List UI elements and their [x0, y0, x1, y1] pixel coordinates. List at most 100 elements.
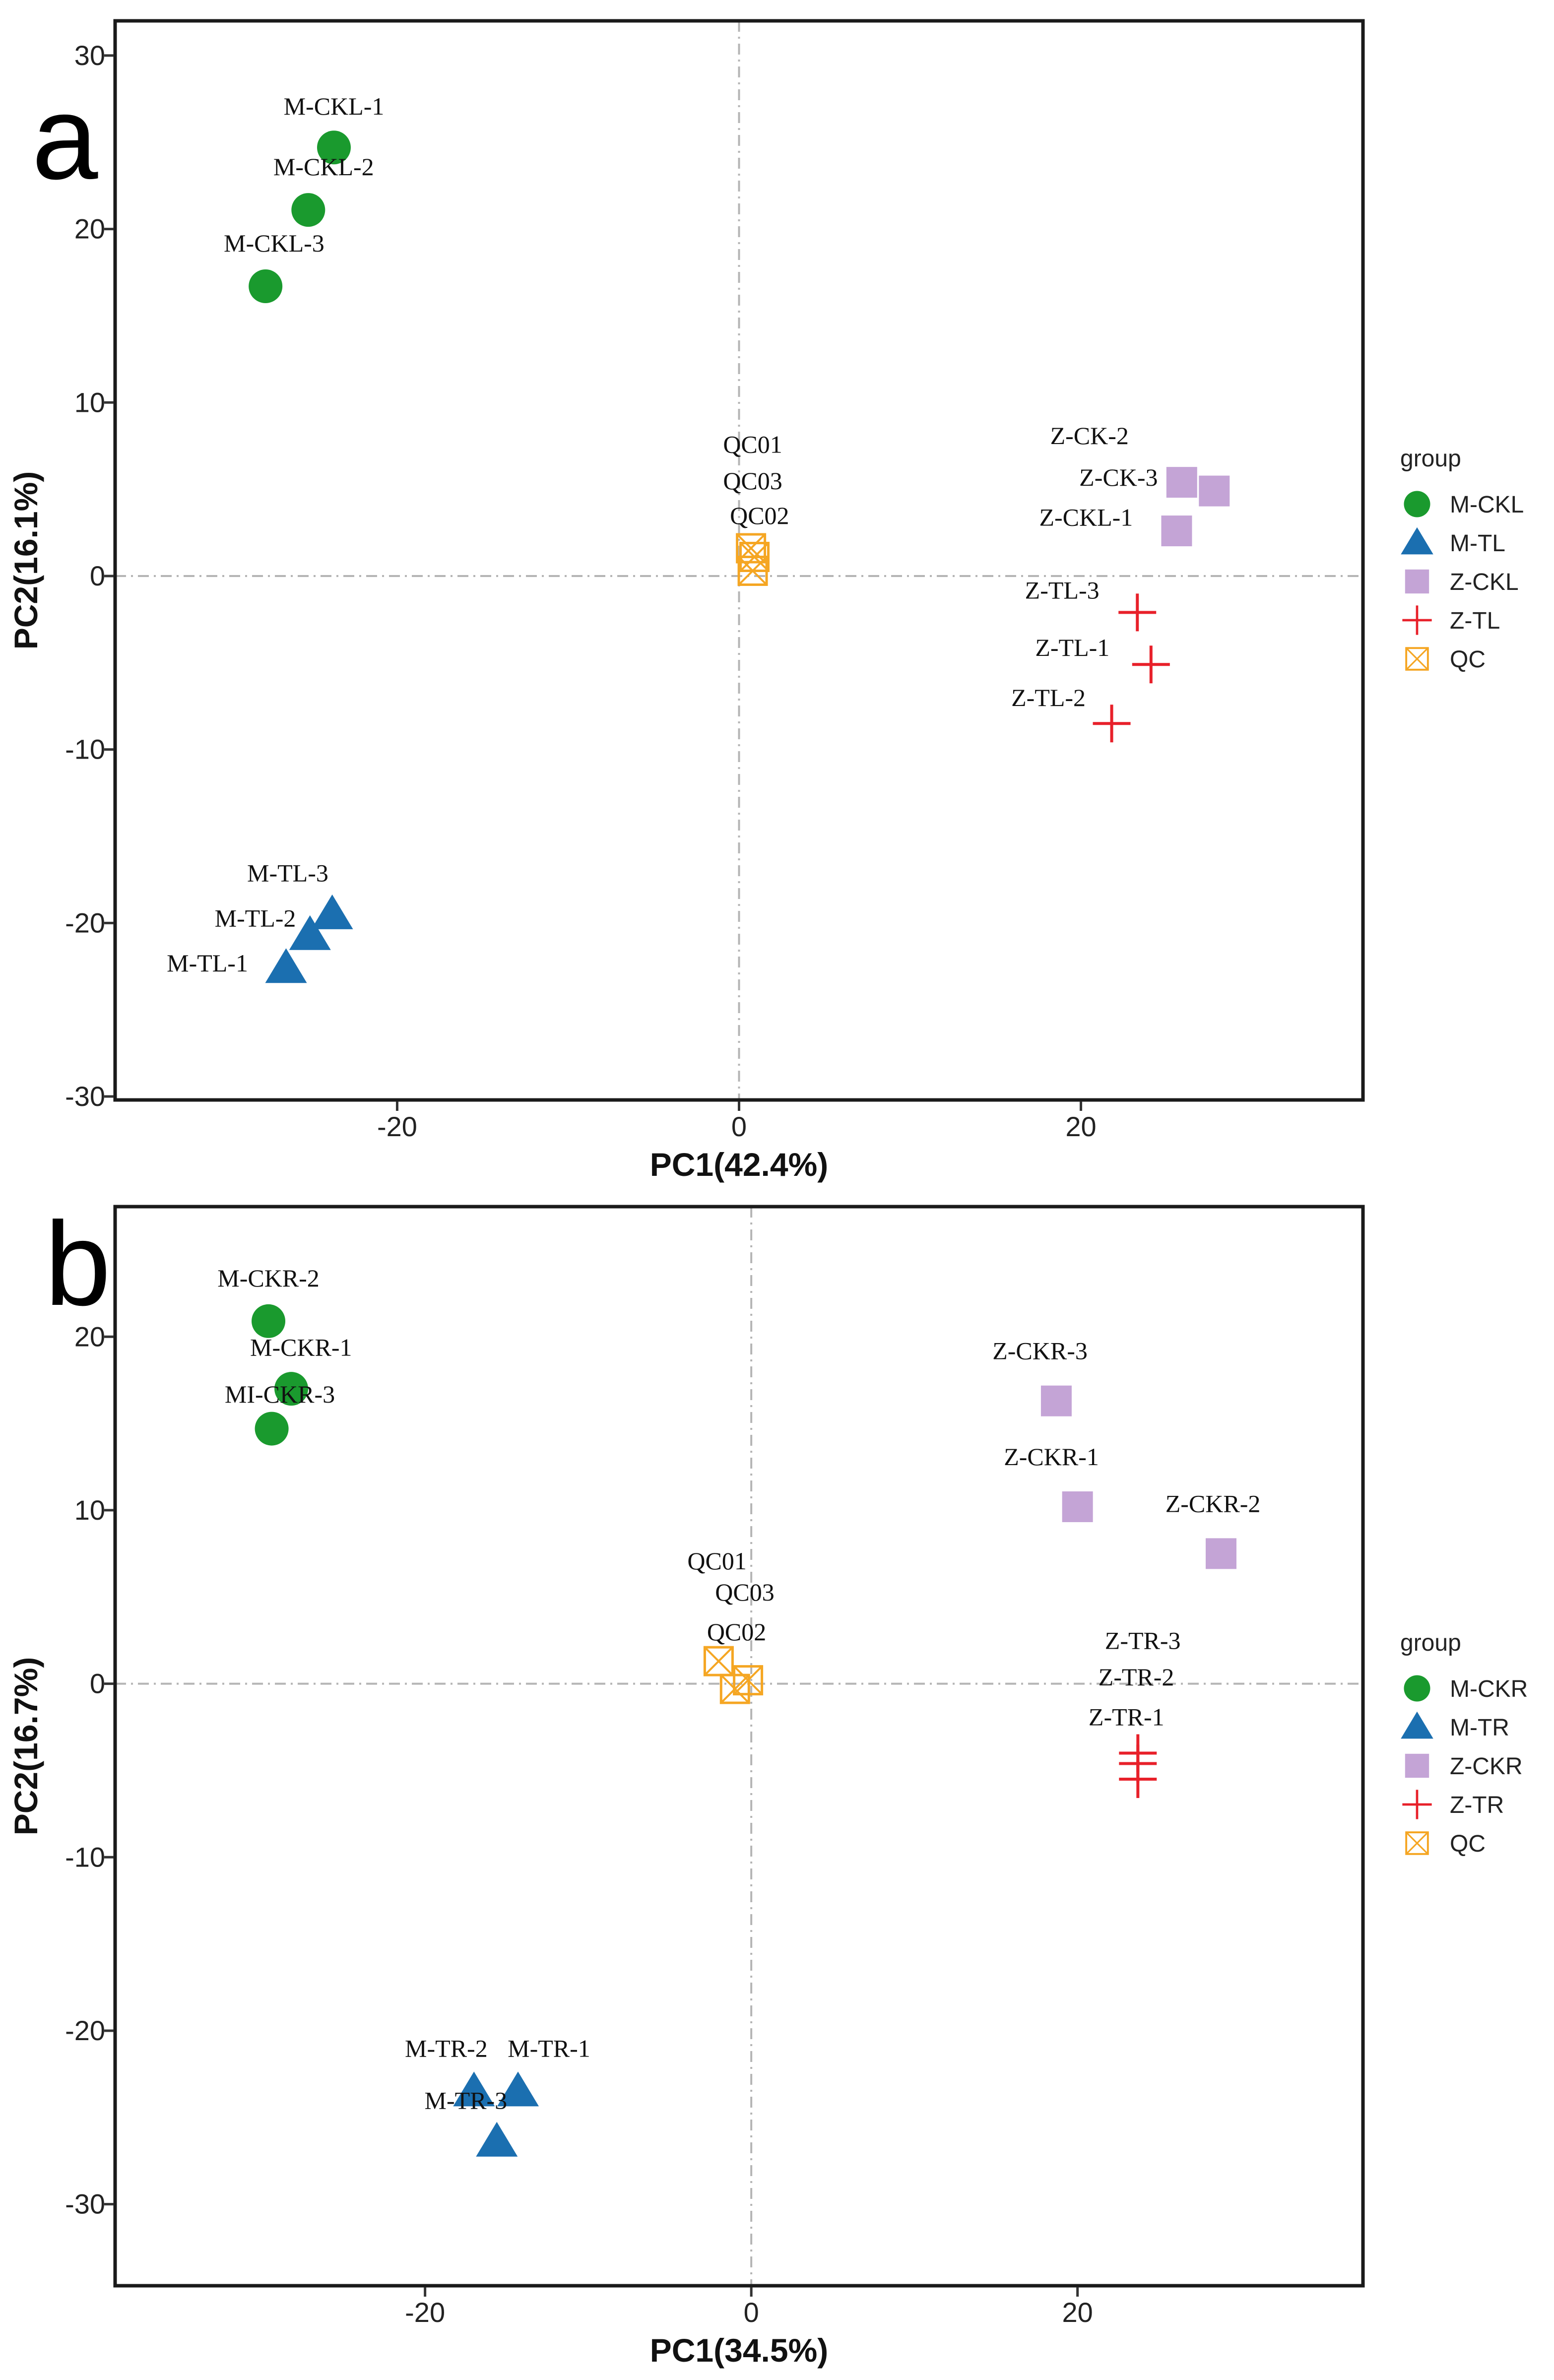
point-label: M-TR-1 [508, 2034, 590, 2062]
legend-key [1405, 1753, 1429, 1778]
y-tick-label: 0 [90, 560, 105, 591]
data-point [1199, 475, 1230, 507]
data-point [265, 948, 307, 983]
legend-key [1401, 527, 1433, 555]
panel-b: -20 0 20 -30 -20 -10 0 10 20 PC1(34.5%) PC2(16.7%)… [7, 1197, 1528, 2369]
data-point [317, 130, 351, 165]
y-tick-label: 20 [74, 213, 105, 245]
legend-key [1402, 605, 1432, 635]
y-tick-label: -20 [65, 2015, 105, 2046]
point-label: Z-TR-3 [1105, 1627, 1181, 1655]
data-point [476, 2122, 518, 2157]
y-tick-label: 10 [74, 386, 105, 418]
legend-label: Z-TL [1450, 608, 1500, 634]
point-label: M-TR-2 [405, 2034, 488, 2062]
point-label: Z-CK-3 [1079, 463, 1158, 491]
legend-key [1405, 647, 1429, 671]
y-tick-label: 20 [74, 1321, 105, 1352]
data-point [274, 1372, 309, 1406]
boxx-diag-2 [704, 1646, 733, 1676]
y-tick-label: 0 [90, 1668, 105, 1699]
legend-label: M-TR [1450, 1715, 1509, 1741]
boxx-diag-2 [738, 556, 768, 585]
point-label: Z-TR-1 [1089, 1703, 1165, 1731]
point-label: Z-CK-2 [1050, 422, 1129, 450]
x-tick-label: -20 [405, 2297, 445, 2328]
boxx-frame [1405, 1831, 1429, 1855]
y-tick-label: -20 [65, 907, 105, 938]
boxx-diag-2 [1406, 1832, 1428, 1855]
legend-label: M-CKL [1450, 492, 1524, 518]
legend-item: QC [1405, 1831, 1486, 1857]
x-tick-label: -20 [377, 1111, 417, 1142]
data-point [1062, 1491, 1093, 1522]
legend-item: M-CKL [1404, 491, 1524, 518]
legend-label: M-CKR [1450, 1676, 1528, 1702]
y-tick-label: -10 [65, 1841, 105, 1872]
x-axis-label: PC1(34.5%) [650, 2332, 829, 2369]
boxx-diag-2 [720, 1674, 750, 1704]
data-point [1205, 1538, 1236, 1569]
point-label: Z-CKR-1 [1004, 1443, 1099, 1471]
y-tick-label: -30 [65, 1081, 105, 1112]
boxx-diag-2 [1406, 647, 1428, 670]
data-point [289, 915, 331, 950]
plot-frame [113, 1205, 1365, 2288]
point-label: Z-CKR-2 [1166, 1489, 1261, 1517]
data-point [255, 1412, 289, 1446]
x-axis-label: PC1(42.4%) [650, 1146, 829, 1183]
legend-key [1402, 1790, 1432, 1819]
legend-title: group [1400, 1630, 1461, 1656]
legend-key [1404, 1675, 1430, 1702]
data-point [703, 1646, 734, 1676]
legend-item: Z-TL [1402, 605, 1500, 635]
point-label: QC02 [730, 502, 789, 529]
panel-letter: b [45, 1197, 111, 1330]
point-label: Z-CKR-3 [992, 1337, 1088, 1365]
x-tick-label: 0 [744, 2297, 759, 2328]
point-label: M-TL-3 [247, 859, 328, 887]
x-tick-label: 0 [731, 1111, 747, 1142]
point-label: M-CKR-2 [217, 1264, 320, 1292]
data-point [737, 555, 768, 586]
legend-key [1401, 1711, 1433, 1739]
y-tick-label: -30 [65, 2188, 105, 2220]
point-label: QC01 [687, 1547, 746, 1575]
point-label: M-CKL-3 [224, 229, 324, 257]
legend-item: Z-TR [1402, 1790, 1504, 1819]
point-label: Z-TL-3 [1025, 576, 1100, 604]
legend-item: QC [1405, 646, 1486, 673]
y-tick-label: -10 [65, 734, 105, 765]
point-label: MI-CKR-3 [225, 1380, 335, 1408]
data-point [453, 2071, 495, 2107]
x-tick-label: 20 [1062, 2297, 1093, 2328]
point-label: M-TR-3 [425, 2086, 508, 2114]
legend-label: Z-CKL [1450, 569, 1519, 595]
data-point [1040, 1385, 1072, 1416]
panel-letter: a [32, 71, 98, 204]
point-label: Z-TL-1 [1035, 634, 1109, 661]
y-tick-label: 30 [74, 40, 105, 71]
boxx-frame [703, 1646, 734, 1676]
y-tick-label: 10 [74, 1494, 105, 1526]
data-point [1093, 705, 1131, 743]
legend-label: Z-CKR [1450, 1753, 1523, 1780]
legend-key [1404, 491, 1430, 517]
legend-title: group [1400, 446, 1461, 472]
boxx-frame [1405, 647, 1429, 671]
point-label: QC02 [707, 1618, 766, 1646]
data-point [1166, 467, 1197, 498]
boxx-frame [719, 1673, 750, 1704]
data-point [1161, 515, 1192, 547]
data-point [719, 1673, 750, 1704]
legend-label: Z-TR [1450, 1792, 1504, 1818]
legend-item: M-CKR [1404, 1675, 1528, 1702]
legend-item: M-TL [1401, 527, 1505, 557]
data-point [311, 894, 353, 929]
point-label: M-CKL-2 [273, 153, 374, 181]
x-tick-label: 20 [1065, 1111, 1096, 1142]
data-point [252, 1304, 286, 1338]
point-label: QC01 [723, 431, 782, 458]
